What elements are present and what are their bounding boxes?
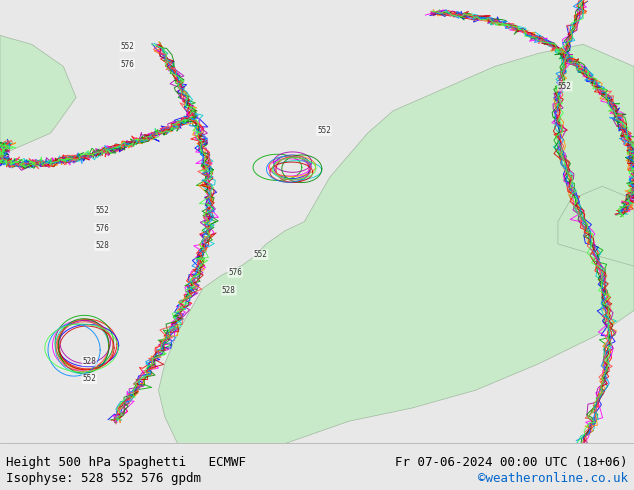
Text: 576: 576 (120, 59, 134, 69)
Text: ©weatheronline.co.uk: ©weatheronline.co.uk (477, 472, 628, 485)
Polygon shape (0, 35, 76, 155)
Text: 528: 528 (82, 357, 96, 366)
Text: Height 500 hPa Spaghetti   ECMWF: Height 500 hPa Spaghetti ECMWF (6, 457, 247, 469)
Text: 528: 528 (222, 286, 236, 294)
Text: 552: 552 (82, 374, 96, 383)
Text: Isophyse: 528 552 576 gpdm: Isophyse: 528 552 576 gpdm (6, 472, 202, 485)
Text: 552: 552 (95, 206, 109, 215)
Text: Fr 07-06-2024 00:00 UTC (18+06): Fr 07-06-2024 00:00 UTC (18+06) (395, 457, 628, 469)
Text: 552: 552 (317, 126, 331, 135)
Polygon shape (158, 44, 634, 443)
Text: 528: 528 (95, 242, 109, 250)
Text: 552: 552 (254, 250, 268, 259)
Text: 576: 576 (228, 268, 242, 277)
Text: 552: 552 (558, 82, 572, 91)
Polygon shape (558, 186, 634, 266)
Text: 576: 576 (95, 223, 109, 233)
Text: 552: 552 (120, 42, 134, 51)
